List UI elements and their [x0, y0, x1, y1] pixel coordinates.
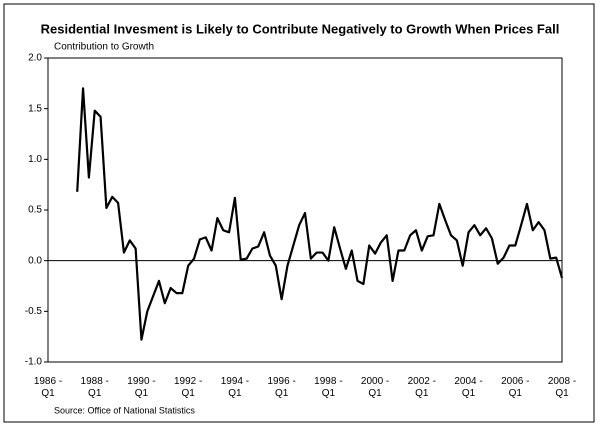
plot-area [47, 57, 563, 363]
y-tick-label: 0.5 [28, 205, 42, 216]
x-tick-label: 1998 - Q1 [314, 376, 343, 399]
x-tick-label: 2006 - Q1 [501, 376, 530, 399]
y-tick-label: 0.0 [28, 255, 42, 266]
y-tick-label: -1.0 [25, 357, 43, 368]
source-note: Source: Office of National Statistics [54, 405, 195, 415]
x-tick-label: 2002 - Q1 [407, 376, 436, 399]
chart-title: Residential Invesment is Likely to Contr… [41, 21, 560, 36]
x-tick-label: 2000 - Q1 [360, 376, 390, 399]
x-tick-label: 1988 - Q1 [80, 376, 109, 399]
y-tick-label: 2.0 [28, 53, 42, 64]
x-tick-label: 1992 - Q1 [173, 376, 203, 399]
y-tick-label: 1.0 [28, 154, 42, 165]
y-tick-label: -0.5 [25, 306, 43, 317]
x-tick-label: 1996 - Q1 [267, 376, 296, 399]
x-tick-label: 2004 - Q1 [454, 376, 483, 399]
data-line [76, 87, 564, 341]
y-tick-label: 1.5 [28, 103, 42, 114]
x-tick-label: 1986 - Q1 [33, 376, 63, 399]
x-tick-label: 1990 - Q1 [127, 376, 156, 399]
chart-frame [3, 3, 595, 423]
x-tick-label: 1994 - Q1 [220, 376, 250, 399]
x-tick-label: 2008 - Q1 [547, 376, 577, 399]
chart-subtitle: Contribution to Growth [54, 42, 154, 53]
